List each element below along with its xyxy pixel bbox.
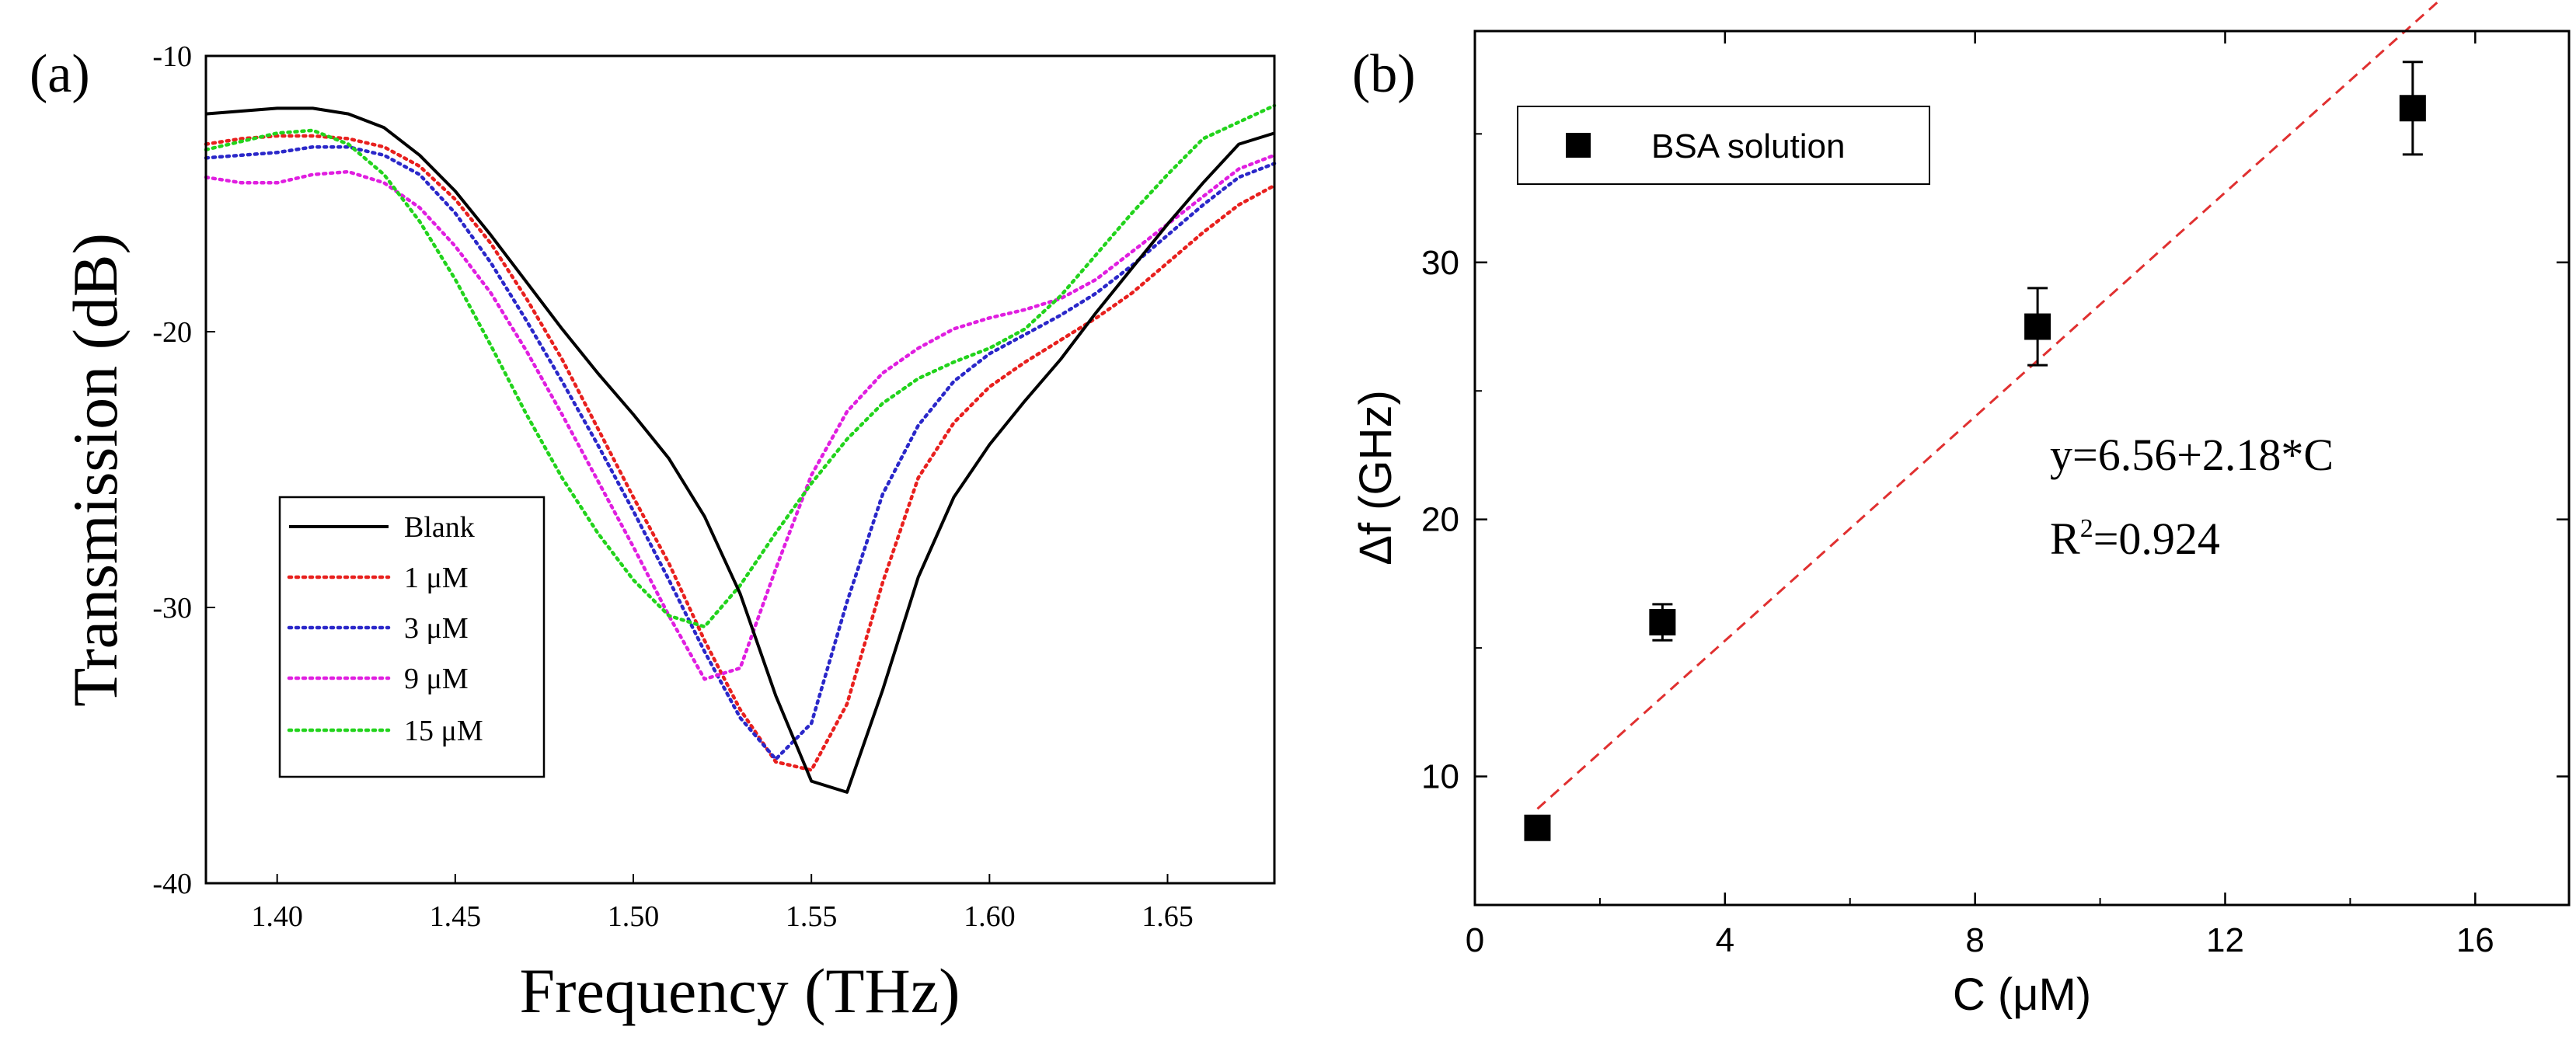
legend-marker-square (1566, 133, 1591, 158)
panel-b-x-axis-label: C (μM) (1953, 969, 2091, 1020)
b-ytick-label: 30 (1421, 244, 1459, 282)
b-xtick-label: 12 (2206, 921, 2244, 959)
panel-b-data-points (1524, 61, 2426, 841)
legend-label-bsa: BSA solution (1651, 127, 1846, 165)
panel-b-x-tick-labels: 0 4 8 12 16 (1466, 921, 2494, 959)
panel-a-label: (a) (30, 44, 90, 104)
b-xtick-label: 0 (1466, 921, 1484, 959)
panel-a: (a) 1.40 1.45 1.50 1.55 1.60 1.65 -10 -2… (30, 40, 1277, 1026)
b-xtick-label: 16 (2456, 921, 2494, 959)
a-ytick-label: -10 (152, 40, 192, 73)
r-superscript: 2 (2080, 514, 2093, 543)
a-ytick-label: -20 (152, 316, 192, 349)
data-point-square (1524, 814, 1551, 841)
r-symbol: R (2050, 513, 2080, 564)
series-line-blank (205, 106, 1275, 794)
r-squared-value: =0.924 (2093, 513, 2220, 564)
fit-equation: y=6.56+2.18*C (2050, 430, 2334, 480)
panel-b: (b) 0 4 8 12 16 10 20 30 C (μM) Δf (GHz)… (1351, 0, 2571, 1020)
panel-a-plot-frame (204, 54, 1276, 885)
panel-b-y-axis-label: Δf (GHz) (1351, 390, 1401, 566)
legend-label-9um: 9 μM (404, 663, 469, 695)
panel-b-label: (b) (1352, 44, 1416, 104)
panel-a-x-tick-labels: 1.40 1.45 1.50 1.55 1.60 1.65 (251, 900, 1193, 933)
data-point-square (2024, 313, 2051, 340)
a-xtick-label: 1.40 (251, 900, 303, 933)
legend-label-3um: 3 μM (404, 612, 469, 645)
panel-a-legend: Blank 1 μM 3 μM 9 μM 15 μM (278, 496, 546, 778)
a-xtick-label: 1.50 (608, 900, 660, 933)
a-ytick-label: -40 (152, 868, 192, 900)
series-line-1-m (204, 134, 1277, 772)
a-xtick-label: 1.45 (430, 900, 482, 933)
legend-label-blank: Blank (404, 511, 475, 544)
b-ytick-label: 20 (1421, 501, 1459, 539)
series-line-3-m (204, 144, 1277, 761)
panel-a-series (204, 103, 1277, 794)
data-point-square (1649, 609, 1676, 636)
panel-a-x-axis-label: Frequency (THz) (520, 955, 960, 1026)
panel-a-y-axis-label: Transmission (dB) (60, 233, 131, 707)
a-ytick-label: -30 (152, 592, 192, 625)
panel-b-plot-frame (1473, 30, 2571, 907)
linear-fit-line (1536, 0, 2442, 810)
series-line-9-m (204, 153, 1277, 681)
panel-a-y-tick-labels: -10 -20 -30 -40 (152, 40, 192, 900)
panel-b-fit-line (1536, 0, 2442, 810)
legend-label-1um: 1 μM (404, 562, 469, 594)
r-squared-label: R2=0.924 (2050, 513, 2220, 564)
a-xtick-label: 1.55 (786, 900, 838, 933)
data-point-square (2399, 95, 2426, 122)
legend-label-15um: 15 μM (404, 715, 483, 747)
a-xtick-label: 1.65 (1142, 900, 1194, 933)
b-xtick-label: 4 (1716, 921, 1734, 959)
panel-b-legend: BSA solution (1517, 106, 1930, 185)
a-xtick-label: 1.60 (964, 900, 1016, 933)
b-xtick-label: 8 (1965, 921, 1984, 959)
panel-b-y-tick-labels: 10 20 30 (1421, 244, 1459, 796)
series-line-15-m (204, 103, 1277, 629)
b-ytick-label: 10 (1421, 758, 1459, 796)
